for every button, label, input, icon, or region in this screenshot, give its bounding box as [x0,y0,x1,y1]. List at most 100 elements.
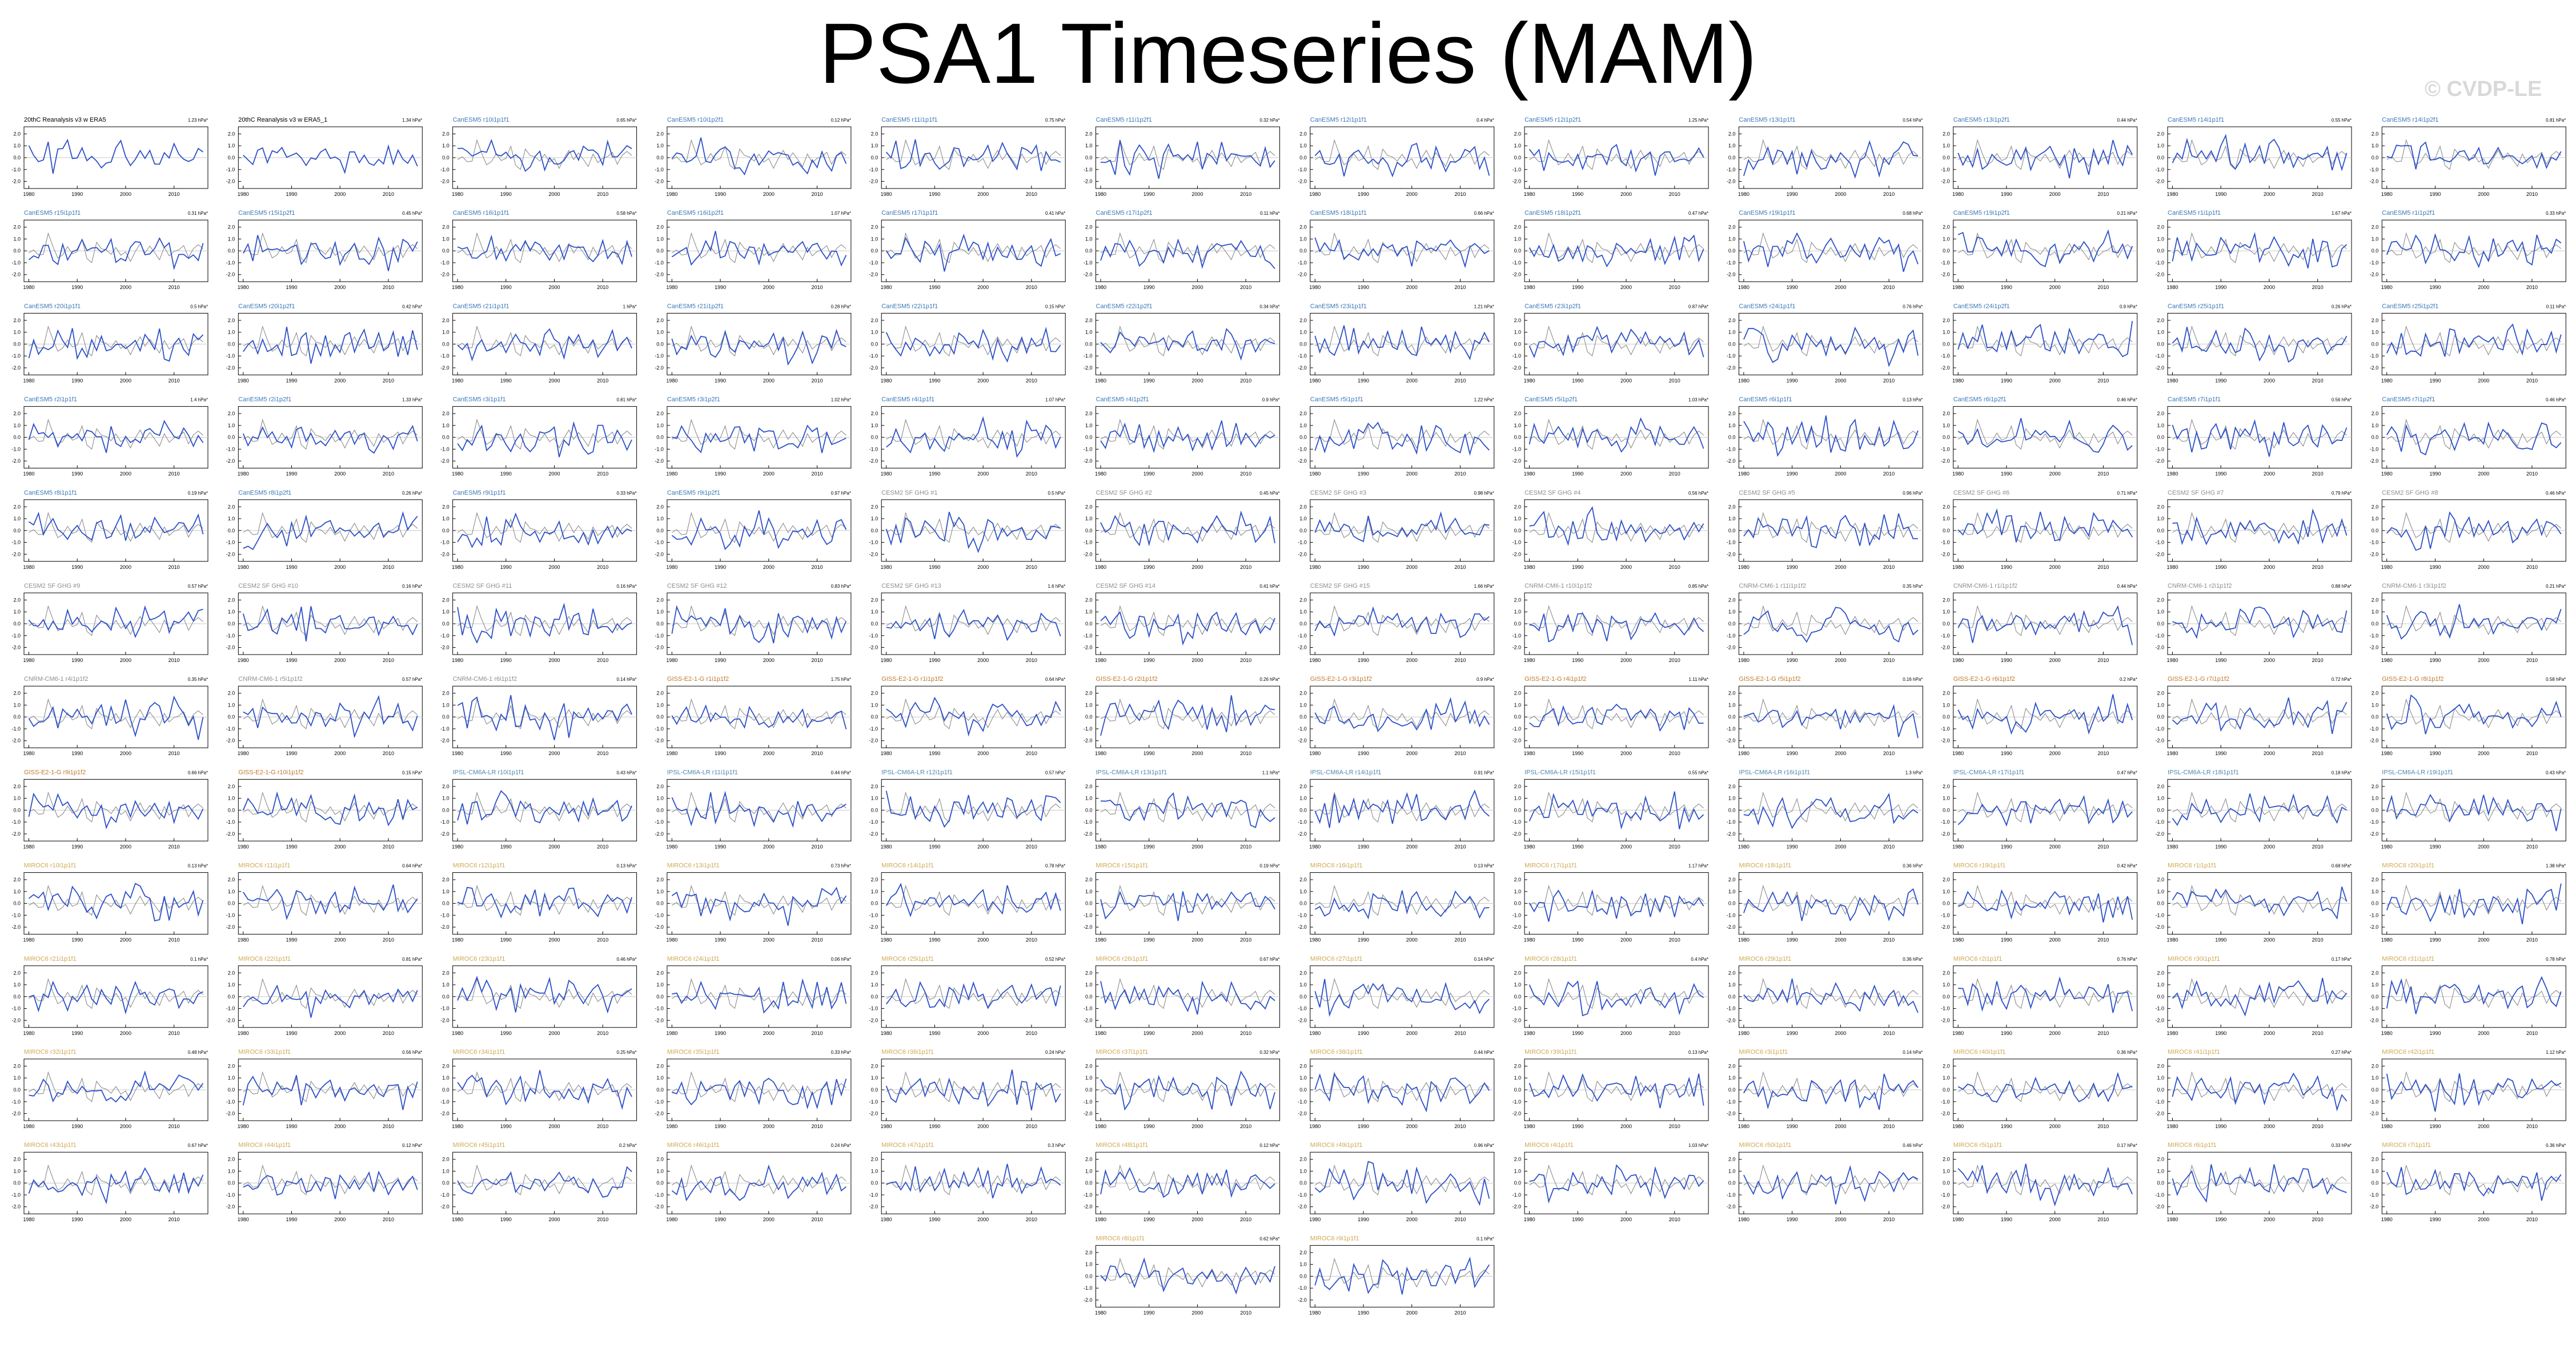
x-tick-label: 1980 [452,191,463,197]
x-tick-label: 2010 [1454,191,1466,197]
y-tick-label: 2.0 [228,1157,235,1162]
y-tick-label: -2.0 [655,738,664,744]
y-tick-label: 0.0 [1299,621,1307,627]
reference-series-line [243,419,418,450]
y-tick-label: 0.0 [1728,994,1736,1000]
panel: MIROC6 r2i1p1f1 0.76 hPa*2.01.00.0-1.0-2.… [1941,956,2138,1036]
x-tick-label: 2000 [2049,284,2061,290]
model-series-line [1528,1073,1704,1109]
y-tick-label: 2.0 [442,877,450,882]
reference-series-line [886,232,1061,263]
reference-series-line [2386,698,2562,729]
y-tick-label: -1.0 [655,1006,664,1012]
y-tick-label: -2.0 [869,831,878,837]
y-tick-label: 1.0 [1085,330,1093,335]
x-tick-label: 2010 [812,1030,823,1036]
y-tick-label: 0.0 [656,155,664,161]
y-tick-label: -1.0 [226,1099,235,1105]
reference-series-line [457,139,632,170]
y-tick-label: 0.0 [871,807,878,813]
y-tick-label: 1.0 [1943,1168,1950,1174]
x-tick-label: 1990 [1572,937,1583,943]
panel-title: CanESM5 r10i1p2f1 [667,117,724,123]
y-tick-label: 2.0 [1299,1157,1307,1162]
y-tick-label: 0.0 [871,714,878,720]
panel: CanESM5 r25i1p1f1 0.26 hPa*2.01.00.0-1.0-… [2155,303,2352,383]
panel-title: CanESM5 r18i1p1f1 [1310,210,1367,216]
x-tick-label: 2000 [2049,1217,2061,1222]
panel-trend: 0.2 hPa* [2120,677,2137,682]
x-tick-label: 1980 [452,657,463,663]
y-tick-label: 1.0 [1728,609,1736,615]
y-tick-label: -1.0 [440,167,450,172]
y-tick-label: 0.0 [1728,807,1736,813]
y-tick-label: -1.0 [2155,819,2164,825]
y-tick-label: 2.0 [2157,131,2164,137]
y-tick-label: -1.0 [1941,726,1950,732]
y-tick-label: 0.0 [1085,1180,1093,1186]
x-tick-label: 2010 [2526,1030,2538,1036]
cvdp-watermark: © CVDP-LE [2425,77,2542,101]
y-tick-label: -1.0 [1941,1192,1950,1198]
panel-trend: 0.68 hPa* [2332,864,2352,869]
y-tick-label: 0.0 [1514,1180,1522,1186]
panel-trend: 0.5 hPa* [190,304,208,309]
x-tick-label: 2010 [1883,284,1895,290]
x-tick-label: 2010 [1026,471,1037,477]
y-tick-label: 1.0 [1943,1075,1950,1081]
panel-title: CanESM5 r4i1p2f1 [1096,396,1149,403]
x-tick-label: 1980 [2381,284,2393,290]
x-tick-label: 2000 [1620,471,1632,477]
x-tick-label: 1980 [2166,284,2178,290]
panel: IPSL-CM6A-LR r10i1p1f1 0.43 hPa*2.01.00.0… [440,769,637,849]
panel-title: CanESM5 r15i1p2f1 [238,210,295,216]
x-tick-label: 2010 [2526,751,2538,756]
y-tick-label: 0.0 [442,341,450,347]
x-tick-label: 1980 [2166,471,2178,477]
x-tick-label: 2010 [2312,564,2324,570]
y-tick-label: 0.0 [1085,341,1093,347]
x-tick-label: 2010 [1240,1030,1251,1036]
y-tick-label: 1.0 [442,796,450,801]
y-tick-label: -2.0 [1298,272,1307,278]
panel: CanESM5 r11i1p1f1 0.75 hPa*2.01.00.0-1.0-… [869,117,1066,197]
y-tick-label: 2.0 [871,318,878,323]
y-tick-label: -2.0 [1298,179,1307,184]
reference-series-line [2386,139,2562,170]
y-tick-label: 2.0 [442,1063,450,1069]
x-tick-label: 1990 [929,191,940,197]
y-tick-label: 1.0 [228,702,235,708]
x-tick-label: 1990 [1358,1030,1369,1036]
panel-trend: 0.13 hPa* [1474,864,1494,869]
y-tick-label: -2.0 [1941,458,1950,464]
reference-series-line [1743,791,1919,823]
y-tick-label: 0.0 [1299,1180,1307,1186]
y-tick-label: 0.0 [1943,435,1950,440]
x-tick-label: 2010 [1883,564,1895,570]
panel-title: CanESM5 r19i1p2f1 [1953,210,2010,216]
model-series-line [2172,697,2348,735]
panel-trend: 0.78 hPa* [1045,864,1065,869]
model-series-line [2172,508,2348,545]
y-tick-label: 1.0 [228,982,235,988]
y-tick-label: 1.0 [442,423,450,428]
panel-trend: 0.12 hPa* [831,118,851,123]
reference-series-line [1957,325,2133,356]
y-tick-label: 0.0 [1514,341,1522,347]
y-tick-label: -2.0 [2155,1111,2164,1117]
model-series-line [886,608,1061,641]
x-tick-label: 2010 [597,378,608,383]
y-tick-label: 1.0 [656,516,664,521]
y-tick-label: -1.0 [869,167,878,172]
model-series-line [243,695,418,739]
y-tick-label: -1.0 [1727,540,1736,545]
y-tick-label: 1.0 [1085,1075,1093,1081]
reference-series-line [2386,1164,2562,1195]
y-tick-label: 0.0 [1943,1087,1950,1093]
panel-title: CNRM-CM6-1 r4i1p1f2 [24,676,88,683]
panel: CanESM5 r11i1p2f1 0.32 hPa*2.01.00.0-1.0-… [1084,117,1280,197]
x-tick-label: 1990 [1143,471,1155,477]
y-tick-label: 1.0 [656,1075,664,1081]
panel-title: IPSL-CM6A-LR r15i1p1f1 [1524,769,1596,776]
y-tick-label: -2.0 [2155,924,2164,930]
